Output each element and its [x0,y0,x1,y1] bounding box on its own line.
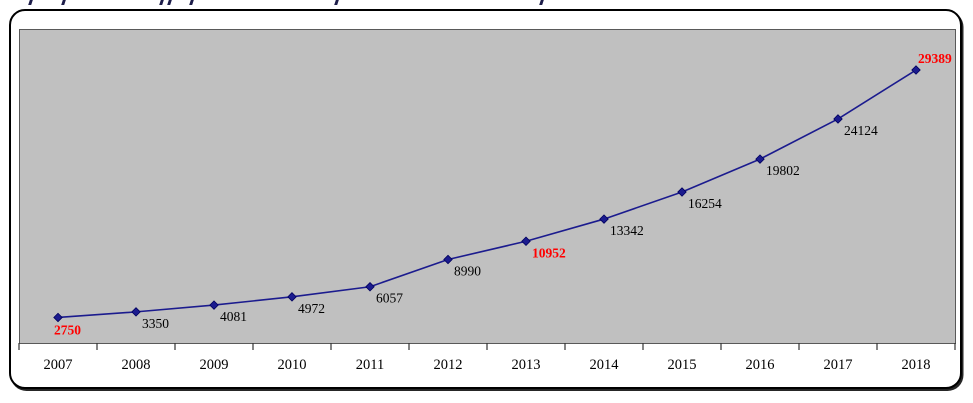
clipped-caption [0,0,973,7]
plot-area [19,29,956,344]
clipped-caption-fragment [539,0,544,5]
clipped-caption-fragment [159,0,164,5]
clipped-caption-fragment [167,0,172,5]
clipped-caption-fragment [61,0,66,5]
clipped-caption-fragment [189,0,194,5]
clipped-caption-fragment [28,0,33,5]
clipped-caption-fragment [334,0,339,5]
